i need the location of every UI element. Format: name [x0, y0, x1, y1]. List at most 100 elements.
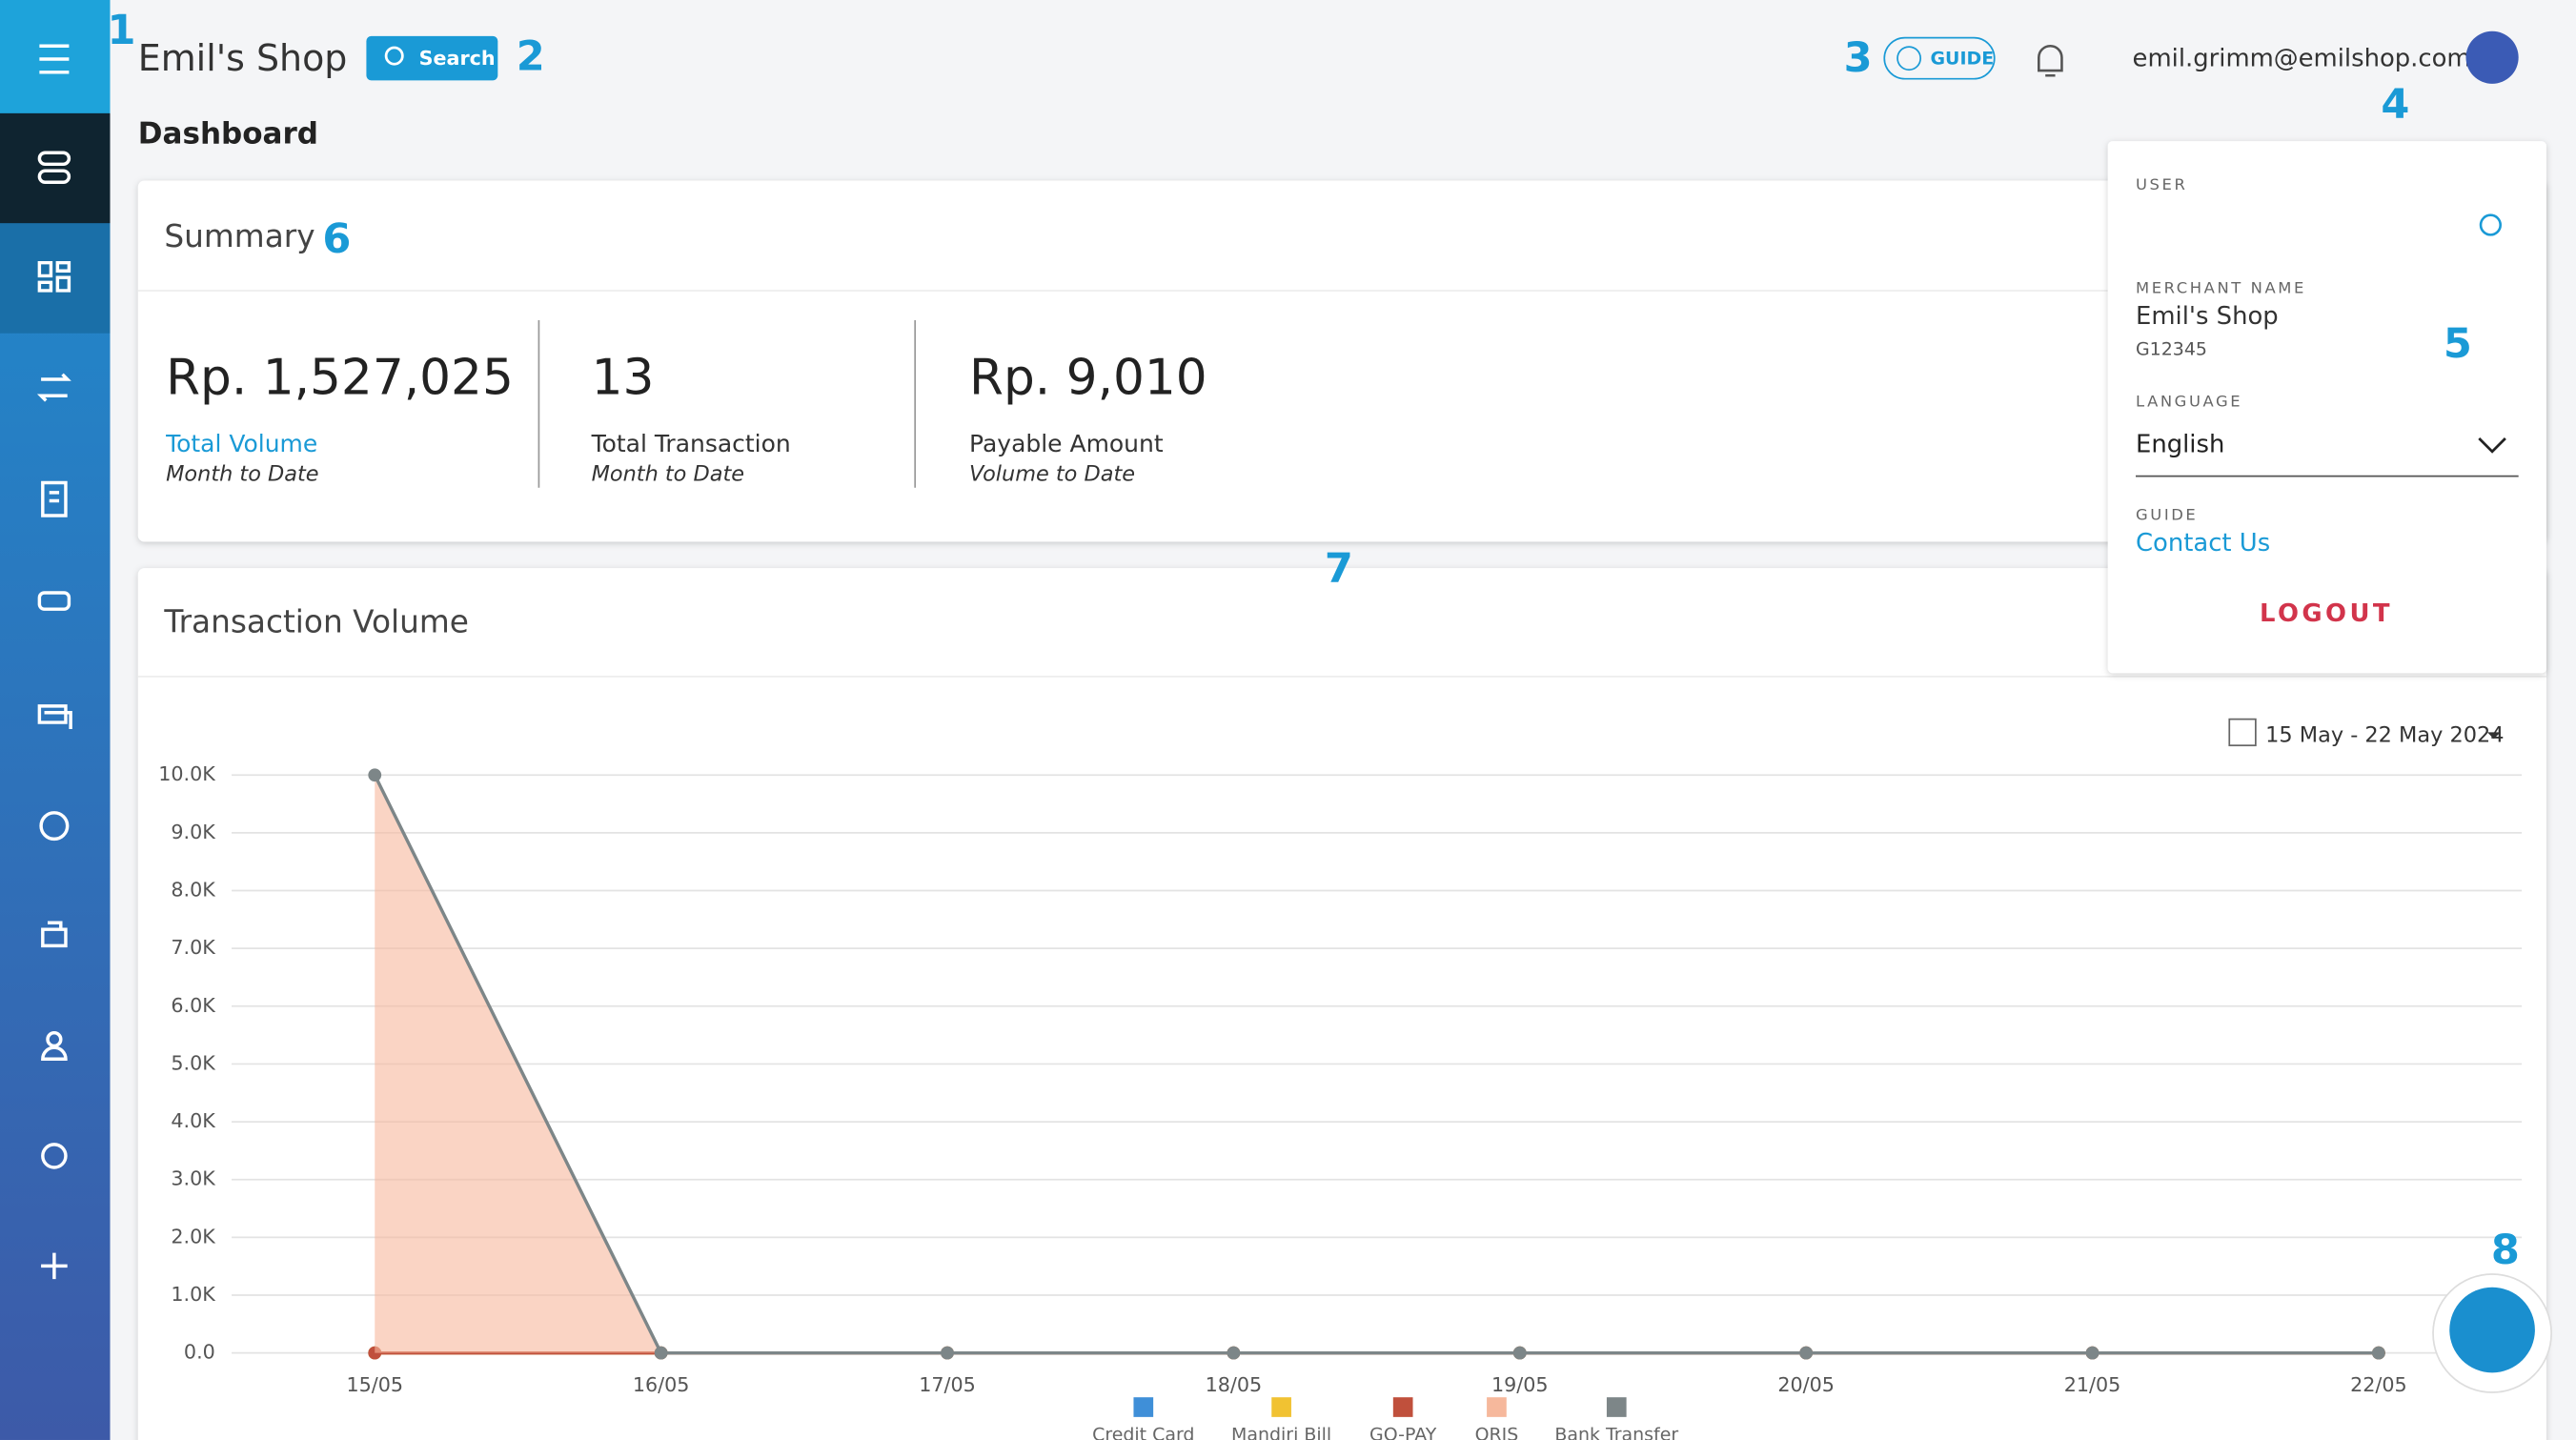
legend-label: Credit Card [1092, 1424, 1194, 1440]
guide-icon [1897, 46, 1922, 71]
legend-label: GO-PAY [1369, 1424, 1437, 1440]
nav-dashboard[interactable] [0, 223, 111, 334]
metric-label: Total Transaction [591, 430, 791, 457]
metric-value: Rp. 1,527,025 [166, 350, 514, 407]
legend-swatch[interactable] [1606, 1397, 1627, 1417]
y-tick-label: 6.0K [171, 994, 215, 1017]
guide-button[interactable] [1883, 36, 1996, 80]
avatar[interactable] [2465, 30, 2519, 84]
legend-swatch[interactable] [1133, 1397, 1154, 1417]
dashboard-icon [37, 260, 71, 293]
user-dropdown [2107, 141, 2546, 674]
metric-sub: Volume to Date [969, 461, 1135, 486]
y-tick-label: 1.0K [171, 1283, 215, 1306]
email[interactable]: emil.grimm@emilshop.com [2133, 45, 2471, 73]
select-caret[interactable] [2478, 437, 2506, 454]
series-point [1512, 1346, 1527, 1360]
settings-icon[interactable] [2479, 213, 2502, 236]
nav-toggle[interactable] [0, 112, 111, 224]
print-icon[interactable] [41, 921, 68, 948]
metric-value: 13 [592, 350, 655, 407]
language-label: LANGUAGE [2136, 393, 2242, 411]
shop-name: Emil's Shop [138, 37, 348, 79]
annotation: 6 [322, 215, 351, 263]
user-label: USER [2136, 175, 2187, 193]
legend-label: QRIS [1475, 1424, 1519, 1440]
series-point [654, 1346, 668, 1360]
annotation: 8 [2491, 1227, 2520, 1274]
legend-label: Mandiri Bill [1231, 1424, 1331, 1440]
summary-title: Summary [164, 218, 314, 254]
settings-icon[interactable] [41, 1143, 68, 1169]
transaction-icon[interactable] [36, 373, 71, 402]
chart-card [137, 568, 2546, 1440]
legend-swatch[interactable] [1392, 1397, 1413, 1417]
annotation: 5 [2444, 320, 2472, 368]
search-label[interactable]: Search [419, 47, 496, 70]
calendar-icon[interactable] [2228, 718, 2257, 747]
series-point [368, 768, 382, 782]
x-tick-label: 15/05 [346, 1373, 403, 1396]
series-point [1227, 1346, 1241, 1360]
series-point [2372, 1346, 2385, 1360]
metric-label: Payable Amount [969, 430, 1164, 457]
annotation: 2 [517, 33, 545, 81]
x-tick-label: 16/05 [633, 1373, 690, 1396]
y-tick-label: 3.0K [171, 1167, 215, 1190]
merchant-id: G12345 [2136, 338, 2207, 359]
metric-label: Total Volume [165, 430, 317, 457]
y-tick-label: 10.0K [158, 762, 215, 785]
summary-card [137, 180, 2546, 542]
toggle-icon [37, 169, 71, 184]
page-title: Dashboard [138, 116, 318, 151]
legend-swatch[interactable] [1487, 1397, 1507, 1417]
guide-label[interactable]: GUIDE [1931, 49, 1995, 70]
guide-label: GUIDE [2136, 505, 2198, 523]
x-tick-label: 21/05 [2064, 1373, 2121, 1396]
language-select[interactable]: English [2136, 430, 2224, 458]
chart-title: Transaction Volume [163, 604, 469, 640]
series-area [375, 775, 2379, 1353]
menu-button[interactable] [0, 0, 111, 113]
y-tick-label: 9.0K [171, 821, 215, 843]
toggle-icon [37, 151, 71, 167]
search-button[interactable] [366, 35, 498, 81]
add-icon[interactable] [41, 1252, 68, 1280]
metric-value: Rp. 9,010 [969, 350, 1207, 407]
logout-button[interactable]: LOGOUT [2260, 599, 2393, 628]
annotation: 3 [1844, 34, 1873, 82]
x-tick-label: 20/05 [1777, 1373, 1835, 1396]
promo-icon[interactable] [39, 811, 70, 842]
annotation: 4 [2381, 80, 2409, 128]
card-icon[interactable] [37, 704, 72, 729]
annotation: 7 [1325, 545, 1353, 593]
series-point [941, 1346, 954, 1360]
search-icon [384, 46, 404, 66]
x-tick-label: 19/05 [1491, 1373, 1549, 1396]
bell-icon[interactable] [2038, 44, 2063, 77]
date-caret[interactable] [2486, 732, 2501, 740]
series-point [2085, 1346, 2099, 1360]
x-tick-label: 18/05 [1206, 1373, 1263, 1396]
metric-sub: Month to Date [592, 461, 744, 486]
y-tick-label: 0.0 [184, 1341, 215, 1364]
legend-label: Bank Transfer [1554, 1424, 1678, 1440]
y-tick-label: 8.0K [171, 879, 215, 902]
x-tick-label: 17/05 [919, 1373, 976, 1396]
series-line [373, 774, 2379, 1355]
x-tick-label: 22/05 [2350, 1373, 2407, 1396]
contact-link[interactable]: Contact Us [2136, 529, 2270, 558]
y-tick-label: 2.0K [171, 1225, 215, 1247]
series-point [1799, 1346, 1814, 1360]
y-tick-label: 7.0K [171, 936, 215, 959]
y-tick-label: 5.0K [171, 1051, 215, 1074]
date-range[interactable]: 15 May - 22 May 2024 [2265, 722, 2504, 747]
user-icon [41, 1045, 68, 1061]
y-tick-label: 4.0K [171, 1109, 215, 1132]
report-icon[interactable] [41, 480, 68, 517]
metric-sub: Month to Date [166, 461, 318, 486]
payout-icon[interactable] [37, 591, 71, 611]
legend-swatch[interactable] [1271, 1397, 1291, 1417]
